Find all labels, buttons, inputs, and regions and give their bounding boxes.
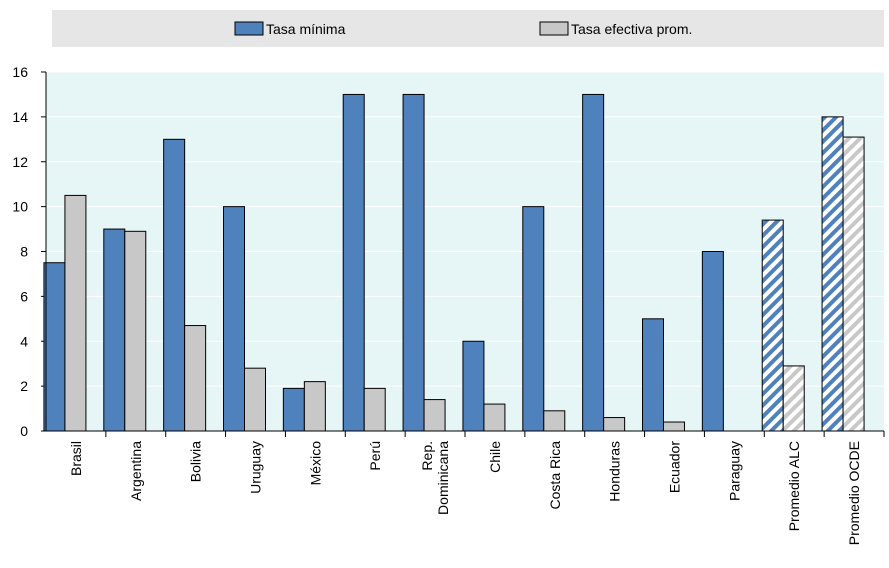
y-tick-label: 14: [12, 109, 28, 125]
y-tick-label: 16: [12, 64, 28, 80]
bar-tasa-efectiva-prom-bolivia: [184, 325, 207, 432]
legend-label-tasa-minima: Tasa mínima: [266, 21, 346, 37]
x-tick-label-costa-rica: Costa Rica: [547, 441, 563, 510]
x-tick-label-peru: Perú: [367, 441, 383, 471]
bar-tasa-efectiva-prom-costa-rica: [543, 410, 566, 432]
x-tick-label-promedio-alc: Promedio ALC: [786, 441, 802, 531]
y-tick-label: 12: [12, 154, 28, 170]
bar-tasa-minima-bolivia: [163, 138, 186, 432]
x-tick-label-brasil: Brasil: [68, 441, 84, 476]
legend-swatch-tasa-efectiva: [539, 21, 569, 36]
bar-tasa-efectiva-prom-honduras: [603, 417, 626, 432]
legend-background: [52, 10, 884, 47]
y-tick-label: 6: [20, 288, 28, 304]
y-tick-label: 0: [20, 423, 28, 439]
bar-tasa-minima-rep-dominicana: [402, 93, 425, 432]
x-tick-label-bolivia: Bolivia: [188, 441, 204, 482]
bar-tasa-minima-uruguay: [223, 206, 245, 432]
x-tick-label-honduras: Honduras: [607, 441, 623, 502]
bar-tasa-minima-paraguay: [701, 251, 724, 432]
bar-tasa-minima-peru: [342, 93, 365, 432]
x-tick-label-ecuador: Ecuador: [667, 441, 683, 493]
bar-tasa-efectiva-prom-argentina: [124, 230, 147, 432]
x-tick-label-uruguay: Uruguay: [248, 441, 264, 494]
bar-tasa-minima-brasil: [43, 262, 66, 432]
bar-tasa-minima-promedio-alc: [761, 219, 784, 432]
bar-tasa-efectiva-prom-promedio-ocde: [842, 136, 865, 432]
bar-tasa-minima-chile: [462, 340, 485, 432]
legend-label-tasa-efectiva: Tasa efectiva prom.: [571, 21, 692, 37]
bar-tasa-efectiva-prom-mexico: [303, 381, 326, 432]
y-tick-label: 4: [20, 333, 28, 349]
bar-tasa-efectiva-prom-peru: [363, 387, 386, 432]
bar-tasa-efectiva-prom-brasil: [64, 194, 87, 432]
x-tick-label-rep-dominicana: Rep.Dominicana: [419, 441, 451, 515]
bar-tasa-minima-promedio-ocde: [821, 116, 844, 432]
x-tick-label-mexico: México: [307, 441, 323, 486]
y-tick-label: 8: [20, 244, 28, 260]
legend-swatch-tasa-minima: [234, 21, 264, 36]
x-tick-label-argentina: Argentina: [128, 441, 144, 501]
bar-tasa-minima-mexico: [282, 387, 305, 432]
bar-tasa-efectiva-prom-chile: [483, 403, 506, 432]
bar-tasa-minima-ecuador: [642, 318, 664, 432]
y-axis-ticks: 0 2 4 6 8 10 12 14 16: [12, 64, 46, 439]
x-tick-label-promedio-ocde: Promedio OCDE: [846, 441, 862, 545]
x-tick-label-paraguay: Paraguay: [726, 441, 742, 501]
bar-tasa-efectiva-prom-rep-dominicana: [423, 399, 446, 432]
bar-tasa-minima-argentina: [103, 228, 126, 432]
bar-tasa-minima-costa-rica: [522, 206, 545, 432]
x-axis-labels: Brasil Argentina Bolivia Uruguay México Perú R…: [68, 431, 885, 545]
x-tick-label-chile: Chile: [487, 441, 503, 473]
bar-tasa-efectiva-prom-ecuador: [663, 421, 685, 432]
y-tick-label: 10: [12, 199, 28, 215]
bar-tasa-minima-honduras: [582, 93, 605, 432]
bar-tasa-efectiva-prom-promedio-alc: [782, 365, 805, 432]
bar-tasa-efectiva-prom-uruguay: [244, 367, 266, 432]
y-tick-label: 2: [20, 378, 28, 394]
